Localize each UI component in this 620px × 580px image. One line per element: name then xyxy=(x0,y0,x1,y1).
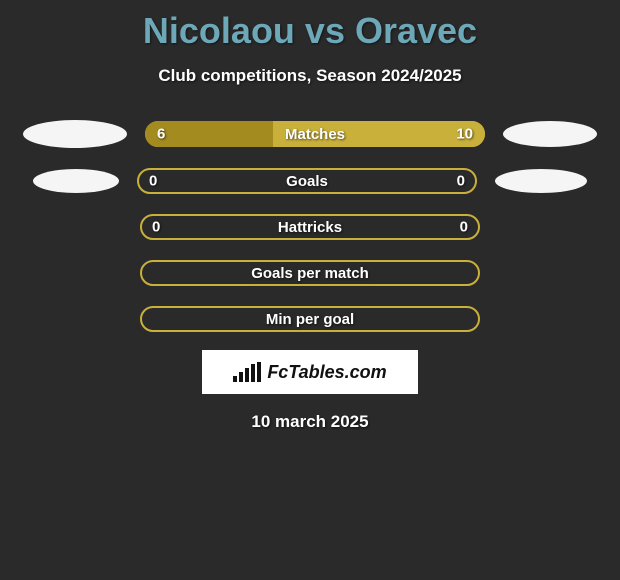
stat-bar-min-per-goal: Min per goal xyxy=(140,306,480,332)
player-right-marker-icon xyxy=(503,121,597,147)
stat-label: Hattricks xyxy=(140,219,480,236)
stat-value-right: 0 xyxy=(460,219,468,236)
stat-row-min-per-goal: Min per goal xyxy=(0,306,620,332)
comparison-title: Nicolaou vs Oravec xyxy=(0,0,620,52)
player-left-marker-icon xyxy=(23,120,127,148)
player-left-marker-icon xyxy=(33,169,119,193)
logo-text: FcTables.com xyxy=(267,362,386,383)
stat-value-right: 10 xyxy=(456,126,473,143)
stat-label: Goals xyxy=(137,173,477,190)
player-right-marker-icon xyxy=(495,169,587,193)
stat-bar-matches: 6 Matches 10 xyxy=(145,121,485,147)
stat-row-goals: 0 Goals 0 xyxy=(0,168,620,194)
stat-value-right: 0 xyxy=(457,173,465,190)
bar-chart-icon xyxy=(233,362,261,382)
stat-row-hattricks: 0 Hattricks 0 xyxy=(0,214,620,240)
stat-bar-goals: 0 Goals 0 xyxy=(137,168,477,194)
fctables-logo[interactable]: FcTables.com xyxy=(202,350,418,394)
generation-date: 10 march 2025 xyxy=(0,412,620,432)
stat-bar-hattricks: 0 Hattricks 0 xyxy=(140,214,480,240)
stat-row-goals-per-match: Goals per match xyxy=(0,260,620,286)
stat-label: Matches xyxy=(145,126,485,143)
stat-label: Min per goal xyxy=(140,311,480,328)
stat-label: Goals per match xyxy=(140,265,480,282)
stat-bar-goals-per-match: Goals per match xyxy=(140,260,480,286)
stat-row-matches: 6 Matches 10 xyxy=(0,120,620,148)
comparison-subtitle: Club competitions, Season 2024/2025 xyxy=(0,66,620,86)
